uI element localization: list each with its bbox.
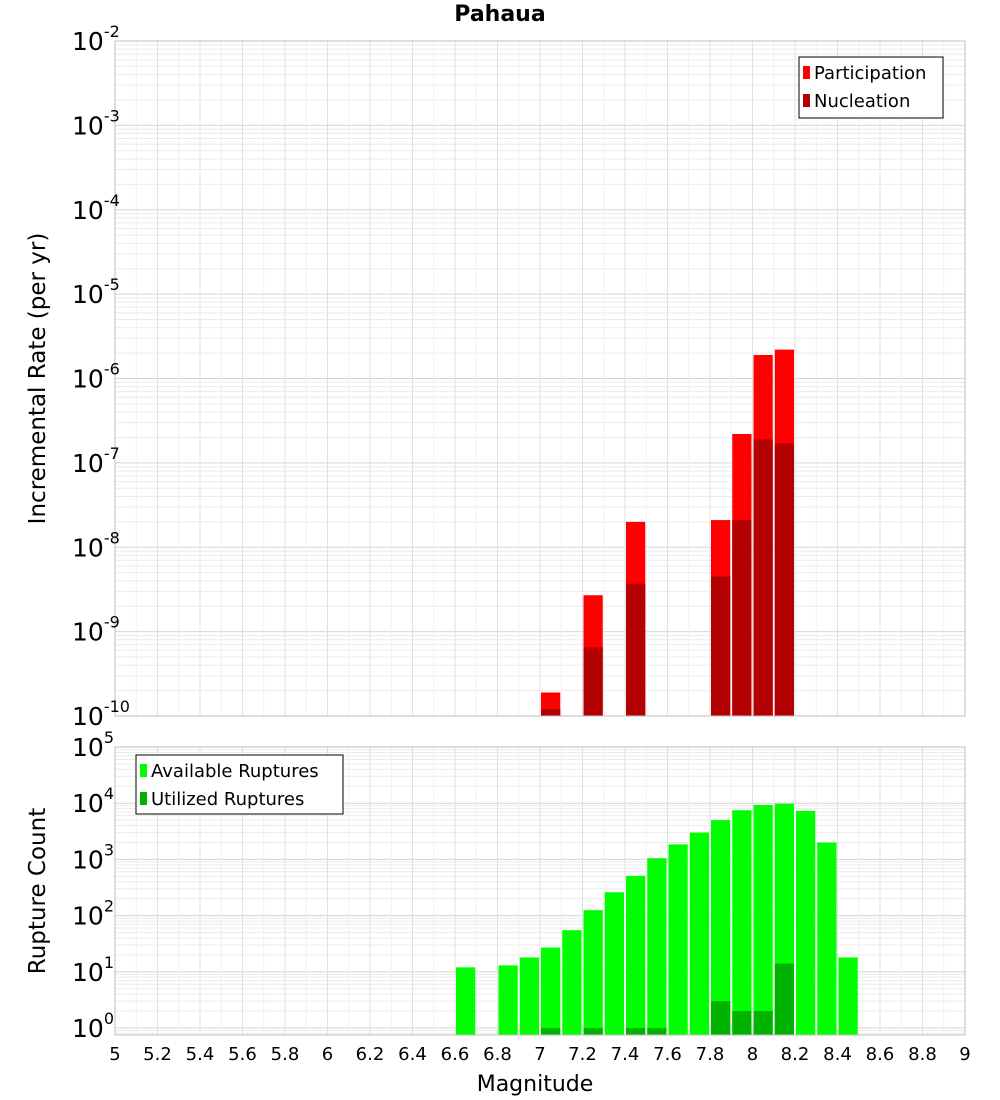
bar [626,583,646,716]
y-tick-labels: 10-10 10-9 10-8 10-7 10-6 10-5 10-4 10-3 10-2 [72,22,130,731]
x-tick-label: 5.4 [186,1044,215,1065]
y-tick-label: 10-4 [72,191,120,225]
y-tick-label: 103 [72,840,114,874]
x-tick-label: 8.8 [908,1044,937,1065]
plot-frame [114,746,966,1036]
x-tick-label: 7.4 [611,1044,640,1065]
bar [456,967,476,1035]
grid-lines [114,41,966,717]
bar [647,1027,667,1035]
x-tick-label: 5.6 [228,1044,257,1065]
bar [541,1027,561,1035]
y-tick-label: 10-6 [72,360,120,394]
bar [541,709,561,716]
bar [541,947,561,1035]
legend-label: Participation [814,63,926,84]
legend-label: Available Ruptures [151,761,319,782]
bar [668,844,688,1035]
plot-frame [114,40,966,717]
x-tick-label: 8.2 [781,1044,810,1065]
x-tick-label: 6 [322,1044,333,1065]
bar [732,520,752,716]
x-tick-label: 6.6 [441,1044,470,1065]
y-tick-label: 10-8 [72,528,120,562]
bar [732,1011,752,1035]
y-tick-label: 10-7 [72,444,120,478]
x-tick-label: 8.6 [866,1044,895,1065]
series-utilized-ruptures [541,963,794,1035]
x-tick-label: 5.8 [271,1044,300,1065]
y-tick-label: 10-3 [72,106,120,140]
x-tick-label: 7.8 [696,1044,725,1065]
bar [583,647,603,716]
y-tick-labels: 100 101 102 103 104 105 [72,728,114,1043]
legend-label: Nucleation [814,91,910,112]
bar [647,858,667,1035]
bar [838,957,858,1035]
bar [774,443,794,716]
y-tick-label: 101 [72,953,114,987]
bar [774,963,794,1035]
bar [689,832,709,1035]
legend-box [798,56,944,119]
y-tick-label: 102 [72,897,114,931]
x-tick-label: 7.2 [568,1044,597,1065]
bar [583,910,603,1035]
x-tick-label: 5 [109,1044,120,1065]
x-tick-label: 7.6 [653,1044,682,1065]
x-tick-label: 6.4 [398,1044,427,1065]
bar [753,1011,773,1035]
bar [732,810,752,1035]
legend-box [135,754,344,815]
bar [753,439,773,716]
y-tick-label: 10-5 [72,275,120,309]
bar [711,576,731,716]
x-tick-label: 6.2 [356,1044,385,1065]
bar [626,1027,646,1035]
chart-panel-1: 10-10 10-9 10-8 10-7 10-6 10-5 10-4 10-3 10-2 Inc… [25,22,966,731]
legend-label: Utilized Ruptures [151,789,304,810]
bar [796,810,816,1035]
y-tick-label: 105 [72,728,114,762]
y-tick-label: 10-10 [72,697,130,731]
y-axis-label: Rupture Count [25,808,51,974]
bar [626,875,646,1035]
y-tick-label: 104 [72,784,114,818]
bar [498,965,518,1035]
bar [604,892,624,1035]
series-nucleation [541,439,794,716]
legend: Available Ruptures Utilized Ruptures [135,754,344,815]
bar [583,1027,603,1035]
y-tick-label: 10-9 [72,613,120,647]
bar [711,820,731,1035]
chart-panel-2: 100 101 102 103 104 105 Rupture Count 5 5.2 5.4 5.… [25,728,971,1097]
bar [519,957,539,1035]
chart-title: Pahaua [454,2,546,27]
x-tick-label: 5.2 [143,1044,172,1065]
x-tick-label: 9 [959,1044,970,1065]
x-tick-label: 8.4 [823,1044,852,1065]
bar [817,842,837,1035]
x-tick-label: 7 [534,1044,545,1065]
bar [562,930,582,1035]
y-axis-label: Incremental Rate (per yr) [25,233,51,525]
bar [711,1001,731,1035]
legend: Participation Nucleation [798,56,944,119]
legend-swatch [140,764,147,777]
x-tick-label: 6.8 [483,1044,512,1065]
x-axis-label: Magnitude [477,1072,594,1097]
legend-swatch [803,94,810,107]
x-tick-labels: 5 5.2 5.4 5.6 5.8 6 6.2 6.4 6.6 6.8 7 7.2 7.4 7.6 7.8 8… [109,1044,970,1065]
x-tick-label: 8 [747,1044,758,1065]
y-tick-label: 100 [72,1009,114,1043]
legend-swatch [803,66,810,79]
y-tick-label: 10-2 [72,22,120,56]
legend-swatch [140,792,147,805]
bar [753,804,773,1035]
